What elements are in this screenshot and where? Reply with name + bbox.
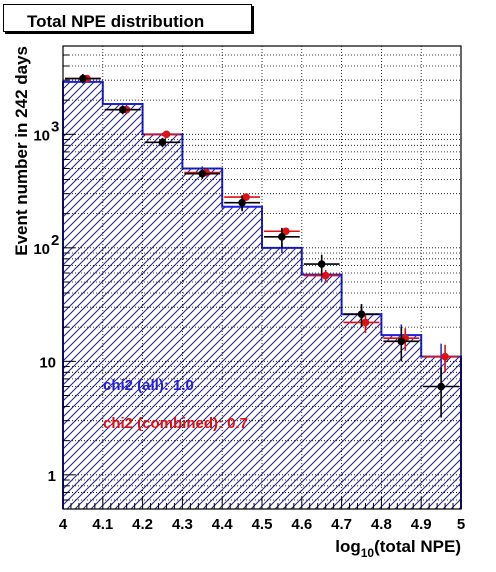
y-tick-exponent: 3 bbox=[51, 118, 59, 135]
x-tick-label: 4.1 bbox=[92, 516, 113, 533]
x-tick-label: 4.9 bbox=[411, 516, 432, 533]
x-tick-label: 4.3 bbox=[172, 516, 193, 533]
data-point bbox=[317, 260, 326, 268]
chi2-all-label: chi2 (all): 1.0 bbox=[103, 377, 194, 394]
x-tick-label: 4.7 bbox=[331, 516, 352, 533]
x-tick-label: 4.8 bbox=[371, 516, 392, 533]
data-point bbox=[198, 169, 207, 178]
x-axis-title-prefix: log bbox=[335, 537, 361, 556]
data-point bbox=[158, 138, 167, 147]
x-axis-title-suffix: (total NPE) bbox=[374, 537, 461, 556]
data-point bbox=[441, 352, 449, 361]
x-tick-label: 4.2 bbox=[132, 516, 153, 533]
y-tick-label: 10 bbox=[39, 354, 56, 371]
y-tick-exponent: 2 bbox=[51, 232, 59, 249]
data-point bbox=[282, 227, 290, 236]
x-tick-label: 4.5 bbox=[252, 516, 273, 533]
y-axis-title: Event number in 242 days bbox=[12, 46, 31, 256]
chart-title-box: Total NPE distribution bbox=[3, 4, 252, 32]
data-point bbox=[361, 318, 370, 327]
data-point bbox=[357, 310, 366, 319]
x-tick-label: 4 bbox=[59, 516, 68, 533]
data-point bbox=[238, 198, 246, 207]
data-point bbox=[242, 193, 250, 201]
data-point bbox=[118, 105, 127, 114]
chi2-combined-label: chi2 (combined): 0.7 bbox=[103, 415, 248, 432]
data-point bbox=[321, 271, 330, 280]
y-tick-label: 10 bbox=[33, 127, 50, 144]
data-point bbox=[278, 233, 286, 241]
x-tick-label: 4.6 bbox=[291, 516, 312, 533]
data-point bbox=[437, 382, 445, 391]
x-axis-title-subscript: 10 bbox=[361, 546, 375, 560]
y-tick-label: 10 bbox=[33, 241, 50, 258]
x-tick-label: 5 bbox=[457, 516, 465, 533]
data-point bbox=[397, 337, 406, 346]
chart-title: Total NPE distribution bbox=[27, 12, 205, 31]
y-tick-label: 1 bbox=[48, 468, 56, 485]
x-tick-label: 4.4 bbox=[212, 516, 234, 533]
x-axis-title: log10(total NPE) bbox=[335, 537, 461, 560]
data-point bbox=[162, 130, 171, 139]
data-point bbox=[79, 74, 87, 83]
